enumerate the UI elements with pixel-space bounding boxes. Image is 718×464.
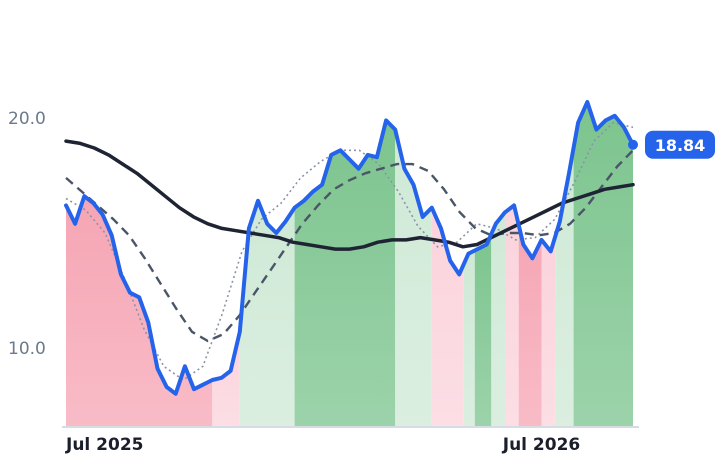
y-tick-label: 10.0 xyxy=(8,339,46,359)
shading-band-up_weak xyxy=(463,250,475,426)
mid-moving-average-line xyxy=(65,149,634,343)
y-tick-label: 20.0 xyxy=(8,109,46,129)
shading-band-down_weak xyxy=(505,205,519,426)
shading-band-down_strong xyxy=(518,225,542,426)
x-tick-label: Jul 2026 xyxy=(502,435,581,455)
y-axis-ticks: 20.0 10.0 xyxy=(8,109,46,359)
x-axis-ticks: Jul 2025 Jul 2026 xyxy=(65,435,580,455)
shading-band-up_weak xyxy=(555,148,574,426)
price-line xyxy=(64,100,635,396)
shading-band-down_weak xyxy=(212,331,240,426)
long-moving-average-line xyxy=(64,139,635,251)
shading-band-down_weak xyxy=(541,236,556,426)
trend-shading-layer xyxy=(66,102,633,427)
shading-band-up_strong xyxy=(573,102,633,426)
shading-band-up_weak xyxy=(491,212,505,426)
last-value-marker xyxy=(628,139,638,150)
shading-band-up_strong xyxy=(294,120,396,427)
shading-band-up_strong xyxy=(474,234,492,426)
x-tick-label: Jul 2025 xyxy=(65,435,144,455)
shading-band-down_strong xyxy=(66,196,213,426)
short-moving-average-line xyxy=(65,121,634,381)
last-value-badge-bg xyxy=(645,130,715,159)
last-value-badge: 18.84 xyxy=(628,130,715,159)
shading-band-down_weak xyxy=(431,207,464,426)
moving-average-layer xyxy=(64,121,635,381)
price-line-layer xyxy=(64,100,635,396)
shading-band-up_weak xyxy=(395,129,432,426)
last-value-label: 18.84 xyxy=(655,136,706,155)
